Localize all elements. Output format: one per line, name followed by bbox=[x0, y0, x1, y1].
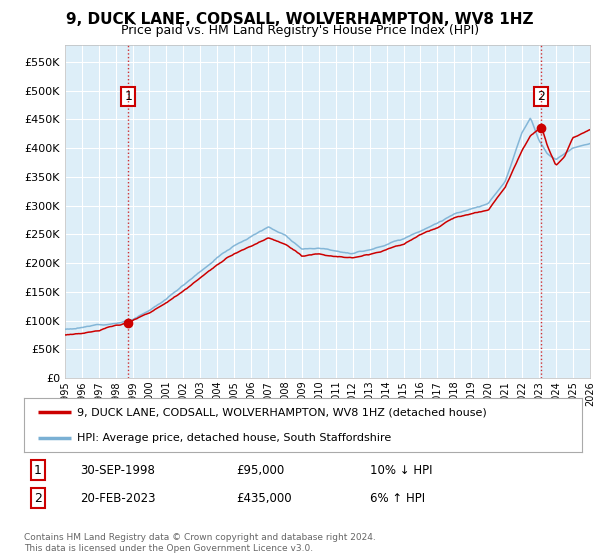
Text: 30-SEP-1998: 30-SEP-1998 bbox=[80, 464, 155, 477]
Text: 1: 1 bbox=[34, 464, 42, 477]
Text: 6% ↑ HPI: 6% ↑ HPI bbox=[370, 492, 425, 505]
Text: 20-FEB-2023: 20-FEB-2023 bbox=[80, 492, 155, 505]
Text: £435,000: £435,000 bbox=[236, 492, 292, 505]
Text: 2: 2 bbox=[537, 90, 545, 103]
Text: 1: 1 bbox=[124, 90, 132, 103]
Text: 2: 2 bbox=[34, 492, 42, 505]
Text: Price paid vs. HM Land Registry's House Price Index (HPI): Price paid vs. HM Land Registry's House … bbox=[121, 24, 479, 36]
Text: Contains HM Land Registry data © Crown copyright and database right 2024.
This d: Contains HM Land Registry data © Crown c… bbox=[24, 533, 376, 553]
Text: HPI: Average price, detached house, South Staffordshire: HPI: Average price, detached house, Sout… bbox=[77, 433, 391, 442]
Text: £95,000: £95,000 bbox=[236, 464, 284, 477]
Text: 10% ↓ HPI: 10% ↓ HPI bbox=[370, 464, 433, 477]
Text: 9, DUCK LANE, CODSALL, WOLVERHAMPTON, WV8 1HZ: 9, DUCK LANE, CODSALL, WOLVERHAMPTON, WV… bbox=[66, 12, 534, 27]
Text: 9, DUCK LANE, CODSALL, WOLVERHAMPTON, WV8 1HZ (detached house): 9, DUCK LANE, CODSALL, WOLVERHAMPTON, WV… bbox=[77, 408, 487, 417]
